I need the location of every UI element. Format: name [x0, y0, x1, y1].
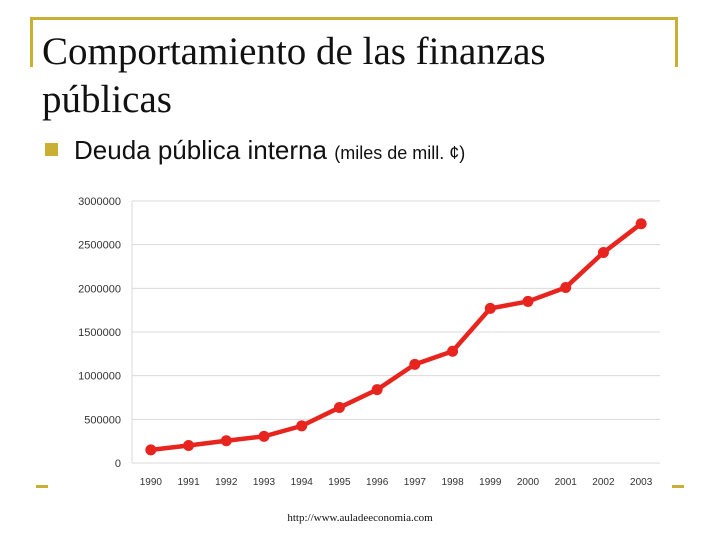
y-tick-label: 0 [115, 458, 121, 470]
x-tick-label: 2003 [630, 477, 653, 488]
data-point [635, 218, 647, 230]
bullet-unit-label: (miles de mill. ¢) [334, 143, 466, 163]
data-point [333, 402, 345, 414]
data-point [484, 302, 496, 314]
data-point [597, 247, 609, 259]
data-point [522, 295, 534, 307]
y-tick-label: 1500000 [78, 327, 121, 339]
x-tick-label: 1992 [215, 477, 238, 488]
footer-url: http://www.auladeeconomia.com [287, 512, 433, 524]
series-line [148, 221, 644, 453]
x-tick-label: 1997 [404, 477, 427, 488]
data-point [183, 440, 195, 452]
y-tick-label: 3000000 [78, 196, 121, 208]
bullet-square-icon [45, 143, 58, 156]
x-tick-label: 2002 [592, 477, 615, 488]
data-point [447, 345, 459, 357]
frame-right-rule [675, 17, 678, 67]
frame-bottom-left-tick [36, 485, 48, 488]
x-tick-label: 1991 [177, 477, 200, 488]
data-point [145, 444, 157, 456]
frame-top-rule [30, 17, 678, 20]
data-point [409, 358, 421, 370]
data-point [220, 435, 232, 447]
x-tick-label: 1994 [291, 477, 314, 488]
x-tick-label: 1995 [328, 477, 351, 488]
x-tick-label: 1999 [479, 477, 502, 488]
data-point [258, 430, 270, 442]
frame-bottom-right-tick [672, 485, 684, 488]
x-tick-label: 2001 [555, 477, 578, 488]
y-tick-label: 2000000 [78, 283, 121, 295]
slide-title: Comportamiento de las finanzas públicas [42, 30, 546, 121]
data-point [296, 420, 308, 432]
y-tick-label: 1000000 [78, 371, 121, 383]
x-tick-label: 1998 [441, 477, 464, 488]
bullet-text: Deuda pública interna (miles de mill. ¢) [74, 135, 465, 166]
y-tick-label: 500000 [84, 414, 121, 426]
data-point [560, 281, 572, 293]
x-tick-label: 2000 [517, 477, 540, 488]
debt-line-chart: 0 500000 1000000 1500000 2000000 2500000 30000… [78, 196, 660, 488]
x-tick-label: 1996 [366, 477, 389, 488]
x-tick-label: 1993 [253, 477, 276, 488]
frame-left-rule [30, 17, 33, 67]
data-point [371, 384, 383, 396]
y-tick-label: 2500000 [78, 240, 121, 252]
bullet-main-label: Deuda pública interna [74, 135, 327, 165]
x-tick-label: 1990 [140, 477, 163, 488]
